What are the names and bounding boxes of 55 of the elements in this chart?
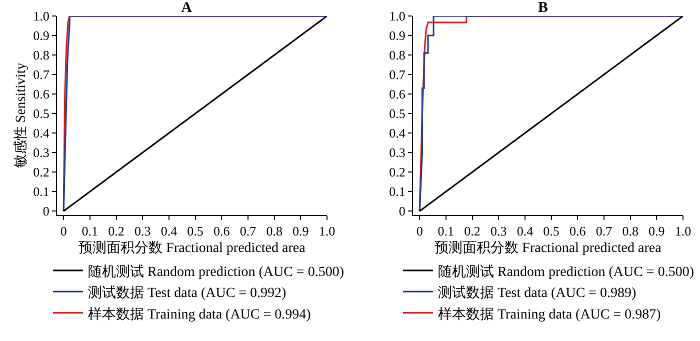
legend-label: 测试数据 Test data (AUC = 0.992)	[88, 285, 287, 302]
y-tick-label: 0.3	[389, 145, 406, 160]
x-tick-label: 0.3	[490, 224, 507, 239]
y-tick-label: 0.4	[389, 126, 406, 141]
legend-label: 测试数据 Test data (AUC = 0.989)	[438, 285, 637, 302]
y-tick-label: 0.3	[33, 145, 50, 160]
x-tick-label: 0.3	[134, 224, 151, 239]
x-tick-label: 0.9	[292, 224, 309, 239]
x-tick-label: 0.7	[240, 224, 257, 239]
y-tick-label: 1.0	[33, 8, 50, 24]
chart-title: B	[538, 0, 548, 16]
x-tick-label: 0.6	[570, 224, 586, 239]
y-tick-label: 0.8	[389, 48, 406, 63]
y-tick-label: 0	[398, 204, 406, 219]
x-tick-label: 0.7	[596, 224, 613, 239]
y-tick-label: 0.1	[33, 184, 50, 200]
legend-label: 样本数据 Training data (AUC = 0.994)	[88, 306, 312, 322]
y-tick-label: 0.7	[389, 67, 406, 82]
x-tick-label: 0.4	[516, 224, 534, 239]
y-tick-label: 0.9	[389, 28, 406, 44]
y-tick-label: 1.0	[389, 8, 406, 24]
x-axis-title: 预测面积分数 Fractional predicted area	[434, 240, 662, 256]
x-tick-label: 0.2	[108, 224, 124, 239]
y-tick-label: 0.5	[389, 106, 406, 122]
y-tick-label: 0.2	[33, 164, 50, 180]
x-tick-label: 0.9	[648, 224, 665, 239]
x-tick-label: 1.0	[318, 224, 336, 239]
x-tick-label: 0.2	[464, 224, 480, 239]
chart-title: A	[181, 0, 192, 16]
y-tick-label: 0.7	[33, 67, 50, 82]
x-tick-label: 0	[416, 224, 423, 239]
legend-label: 样本数据 Training data (AUC = 0.987)	[438, 306, 662, 322]
y-tick-label: 0.6	[33, 86, 50, 102]
x-tick-label: 0.1	[82, 224, 98, 239]
legend-label: 随机测试 Random prediction (AUC = 0.500)	[438, 264, 694, 280]
x-tick-label: 0.1	[438, 224, 454, 239]
y-tick-label: 0	[42, 204, 50, 219]
y-tick-label: 0.6	[389, 86, 406, 102]
x-tick-label: 1.0	[674, 224, 692, 239]
legend-label: 随机测试 Random prediction (AUC = 0.500)	[88, 264, 344, 280]
x-tick-label: 0.6	[214, 224, 230, 239]
x-tick-label: 0.5	[187, 224, 204, 239]
y-axis-title: 敏感性 Sensitivity	[12, 62, 29, 168]
y-tick-label: 0.9	[33, 28, 50, 44]
y-tick-label: 0.1	[389, 184, 406, 200]
y-tick-label: 0.2	[389, 164, 406, 180]
y-tick-label: 0.5	[33, 106, 50, 122]
x-tick-label: 0.4	[160, 224, 178, 239]
y-tick-label: 0.8	[33, 48, 50, 63]
x-axis-title: 预测面积分数 Fractional predicted area	[78, 240, 306, 256]
x-tick-label: 0.8	[622, 224, 638, 239]
x-tick-label: 0.8	[266, 224, 282, 239]
y-tick-label: 0.4	[33, 126, 50, 141]
x-tick-label: 0.5	[543, 224, 560, 239]
x-tick-label: 0	[60, 224, 67, 239]
